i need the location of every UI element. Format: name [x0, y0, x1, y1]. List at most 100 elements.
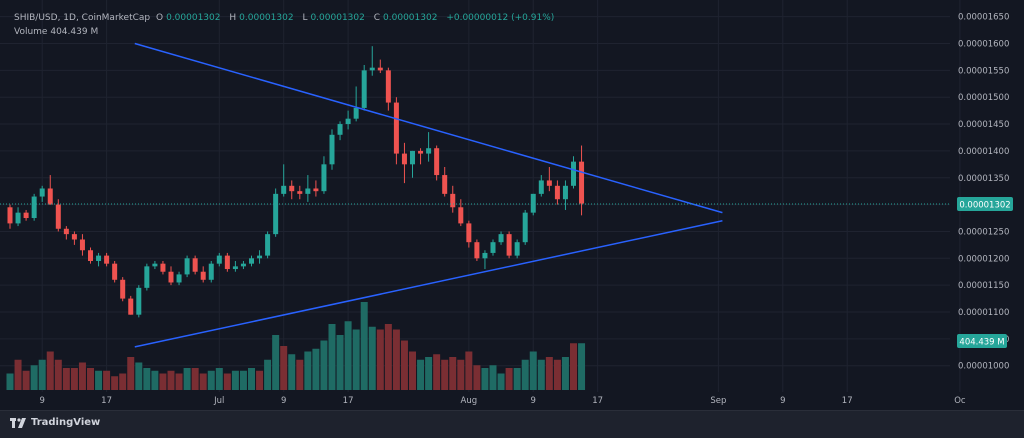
volume-value: 404.439 M [50, 27, 99, 37]
candle-body [128, 298, 134, 315]
volume-bar [417, 359, 425, 390]
volume-bar [505, 368, 513, 390]
candle [530, 193, 536, 216]
tradingview-icon [10, 417, 26, 428]
candle [579, 145, 585, 216]
candle-body [369, 67, 375, 71]
candle [361, 64, 367, 111]
y-tick-label: 0.00001600 [958, 40, 1009, 50]
volume-bar [312, 348, 320, 390]
volume-bar [368, 326, 376, 390]
volume-bar [537, 359, 545, 390]
candle-body [15, 212, 21, 224]
candle [289, 180, 295, 200]
volume-bar [248, 368, 255, 390]
candle [522, 209, 528, 245]
y-tick-label: 0.00001200 [958, 254, 1009, 264]
candle [514, 239, 520, 259]
low-value: 0.00001302 [310, 13, 365, 23]
volume-bar [119, 373, 127, 390]
candle [257, 250, 263, 264]
volume-bar [513, 368, 521, 390]
tradingview-logo[interactable]: TradingView [10, 417, 100, 428]
volume-bar [272, 335, 280, 390]
candle-body [224, 255, 230, 270]
time-axis[interactable]: 9 17 Jul 9 17 Aug 9 17 Sep 9 17 Oc [39, 396, 965, 406]
candle-body [249, 258, 254, 264]
legend-ohlc: SHIB/USD, 1D, CoinMarketCap O 0.00001302 … [14, 11, 557, 25]
volume-bar [46, 351, 54, 390]
candle [418, 148, 424, 165]
volume-bar [457, 359, 465, 390]
candle-body [353, 107, 359, 119]
candle-body [289, 185, 295, 192]
candle [426, 132, 432, 162]
volume-bars [6, 302, 586, 390]
candle-body [208, 263, 214, 280]
volume-bar [384, 324, 392, 390]
candle-body [55, 204, 61, 229]
volume-bar [215, 368, 223, 390]
candle [442, 167, 448, 197]
x-tick-label: 9 [531, 396, 536, 406]
open-value: 0.00001302 [166, 13, 221, 23]
candle-body [176, 274, 182, 283]
volume-bar [38, 359, 46, 390]
candle-body [96, 255, 102, 261]
candle-body [385, 70, 391, 103]
candle [152, 260, 158, 270]
y-tick-label: 0.00001550 [958, 66, 1009, 76]
trendline[interactable] [134, 42, 723, 214]
candle [538, 175, 544, 197]
y-tick-label: 0.00001000 [958, 362, 1009, 372]
volume-bar [264, 359, 272, 390]
y-tick-label: 0.00001450 [958, 120, 1009, 130]
candle [554, 180, 560, 205]
candle-body [329, 134, 335, 165]
x-tick-label: 9 [780, 396, 785, 406]
candle-body [522, 212, 528, 243]
volume-bar [360, 302, 368, 390]
candle-body [530, 193, 536, 213]
volume-bar [103, 370, 111, 390]
volume-bar [143, 368, 151, 390]
candle [112, 260, 118, 283]
candle-body [265, 234, 271, 256]
candle [192, 255, 198, 275]
candle-body [337, 124, 343, 135]
candle-body [297, 191, 303, 194]
volume-bar [481, 368, 489, 390]
trendline[interactable] [134, 219, 723, 348]
candle [571, 156, 576, 189]
candle [353, 86, 359, 122]
candle [39, 185, 45, 202]
volume-bar [465, 351, 473, 390]
trendlines [134, 42, 723, 348]
high-label: H [229, 13, 237, 23]
volume-bar [256, 370, 264, 390]
volume-tag: 404.439 M [957, 334, 1007, 348]
volume-bar [570, 343, 577, 390]
volume-bar [30, 365, 38, 390]
y-tick-label: 0.00001400 [958, 147, 1009, 157]
candle-body [257, 255, 263, 259]
volume-bar [191, 368, 199, 390]
x-tick-label: 17 [101, 396, 112, 406]
high-value: 0.00001302 [239, 13, 294, 23]
candle-body [410, 150, 415, 165]
candle-body [571, 161, 576, 186]
price-axis[interactable]: 0.00001650 0.00001600 0.00001550 0.00001500… [958, 13, 1009, 372]
x-tick-label: Oc [954, 396, 966, 406]
y-tick-label: 0.00001150 [958, 281, 1009, 291]
low-label: L [302, 13, 308, 23]
candle-body [160, 263, 166, 272]
volume-bar [70, 368, 78, 390]
volume-bar [489, 365, 497, 390]
volume-bar [433, 354, 441, 390]
symbol-label[interactable]: SHIB/USD, 1D, CoinMarketCap [14, 13, 151, 23]
volume-bar [54, 359, 62, 390]
candle [450, 185, 456, 213]
x-tick-label: 9 [281, 396, 286, 406]
volume-bar [441, 359, 449, 390]
